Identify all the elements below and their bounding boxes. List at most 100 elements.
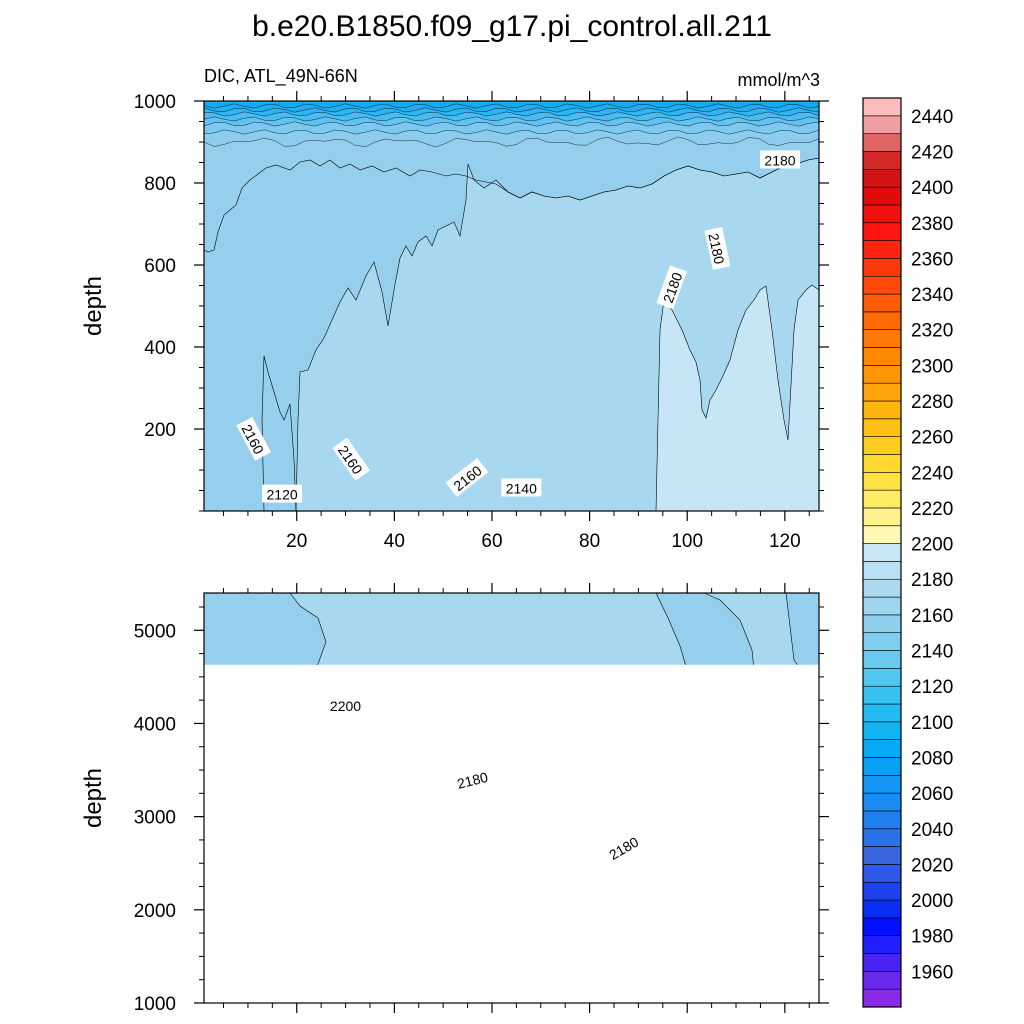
colorbar-box: [862, 311, 902, 331]
colorbar-box: [862, 489, 902, 509]
colorbar-box: [862, 258, 902, 277]
colorbar-box: [862, 293, 902, 313]
colorbar-tick-label: 2000: [911, 891, 953, 912]
colorbar-tick-label: 1960: [911, 962, 953, 983]
contour-label: 2200: [325, 695, 366, 714]
colorbar-box: [862, 774, 902, 794]
colorbar-box: [862, 133, 902, 152]
colorbar-tick-label: 2020: [911, 855, 953, 876]
colorbar-tick-label: 2440: [911, 107, 953, 128]
variable-label: DIC, ATL_49N-66N: [204, 66, 358, 87]
contour-label: 2140: [501, 478, 542, 497]
colorbar-box: [862, 365, 902, 384]
y-tick-label: 5000: [134, 621, 176, 642]
colorbar-box: [862, 204, 902, 224]
colorbar-tick-label: 2280: [911, 392, 953, 413]
colorbar-box: [862, 614, 902, 634]
colorbar-tick-label: 2320: [911, 321, 953, 342]
colorbar-box: [862, 917, 902, 937]
colorbar-box: [862, 240, 902, 259]
lower-panel-ticks: 1000 2000 3000 4000 5000: [134, 583, 829, 1015]
lower-panel-fill: [203, 592, 820, 1003]
colorbar-box: [862, 168, 902, 188]
y-tick-label: 3000: [134, 808, 176, 829]
lower-panel-frame: [203, 592, 820, 1004]
colorbar-tick-label: 2380: [911, 214, 953, 235]
contour-label-text: 2140: [506, 480, 537, 496]
contour-label: 2120: [262, 484, 303, 503]
colorbar-tick-label: 2100: [911, 713, 953, 734]
colorbar-box: [862, 668, 902, 687]
colorbar-box: [862, 721, 902, 740]
contour-label: 2180: [760, 150, 800, 169]
colorbar-box: [862, 507, 902, 527]
contour-label-text: 2120: [267, 487, 298, 503]
colorbar-box: [862, 525, 902, 544]
colorbar-box: [862, 561, 902, 580]
y-tick-label: 2000: [134, 901, 176, 922]
colorbar-tick-label: 1980: [911, 927, 953, 948]
colorbar-tick-label: 2060: [911, 784, 953, 805]
y-tick-label: 800: [144, 174, 176, 195]
x-tick-label: 40: [384, 531, 405, 552]
colorbar-tick-label: 2120: [911, 677, 953, 698]
colorbar-box: [862, 846, 902, 865]
colorbar-box: [862, 382, 902, 402]
contour-label-text: 2200: [330, 698, 361, 714]
x-tick-label: 100: [671, 531, 703, 552]
y-tick-label: 1000: [134, 92, 176, 113]
upper-panel-ticks: 20 40 60 80 100 120 200 400 600 800 1000: [134, 91, 829, 552]
sea-floor-mask: [204, 664, 819, 1003]
colorbar-box: [862, 988, 902, 1008]
colorbar-tick-label: 2340: [911, 285, 953, 306]
colorbar-tick-label: 2080: [911, 748, 953, 769]
colorbar-box: [862, 596, 902, 616]
colorbar-box: [862, 739, 902, 758]
colorbar-box: [862, 97, 902, 117]
colorbar-box: [862, 881, 902, 901]
colorbar-box: [862, 685, 902, 705]
colorbar-box: [862, 436, 902, 455]
upper-panel-fill: [203, 100, 820, 512]
colorbar-box: [862, 864, 902, 883]
colorbar-box: [862, 151, 902, 170]
colorbar-box: [862, 418, 902, 437]
colorbar-box: [862, 703, 902, 723]
colorbar-box: [862, 454, 902, 473]
contour-label-text: 2180: [705, 232, 727, 266]
upper-panel-frame: [203, 100, 820, 512]
colorbar-box: [862, 400, 902, 420]
x-tick-label: 120: [769, 531, 801, 552]
lower-depth-label: depth: [80, 768, 107, 828]
colorbar-tick-label: 2300: [911, 356, 953, 377]
x-tick-label: 20: [286, 531, 307, 552]
colorbar-box: [862, 971, 902, 990]
colorbar-box: [862, 115, 902, 134]
colorbar-tick-label: 2420: [911, 142, 953, 163]
units-label: mmol/m^3: [738, 70, 820, 90]
colorbar-box: [862, 828, 902, 847]
colorbar-tick-label: 2400: [911, 178, 953, 199]
colorbar-tick-label: 2180: [911, 570, 953, 591]
colorbar-box: [862, 275, 902, 295]
contour-label-text: 2180: [455, 769, 489, 792]
colorbar-frame: [862, 97, 902, 1008]
colorbar-box: [862, 792, 902, 812]
y-tick-label: 600: [144, 256, 176, 277]
colorbar-box: [862, 329, 902, 348]
colorbar-tick-label: 2220: [911, 499, 953, 520]
colorbar-tick-label: 2140: [911, 642, 953, 663]
colorbar: 1960 1980 2000 2020 2040 2060 2080 2100 2120 2140…: [862, 97, 953, 1008]
colorbar-box: [862, 899, 902, 919]
colorbar-tick-label: 2040: [911, 820, 953, 841]
colorbar-box: [862, 222, 902, 241]
y-tick-label: 4000: [134, 714, 176, 735]
colorbar-tick-label: 2260: [911, 428, 953, 449]
y-tick-label: 1000: [134, 994, 176, 1015]
y-tick-label: 400: [144, 338, 176, 359]
contour-label: 2180: [704, 226, 731, 270]
colorbar-box: [862, 935, 902, 954]
colorbar-box: [862, 543, 902, 562]
